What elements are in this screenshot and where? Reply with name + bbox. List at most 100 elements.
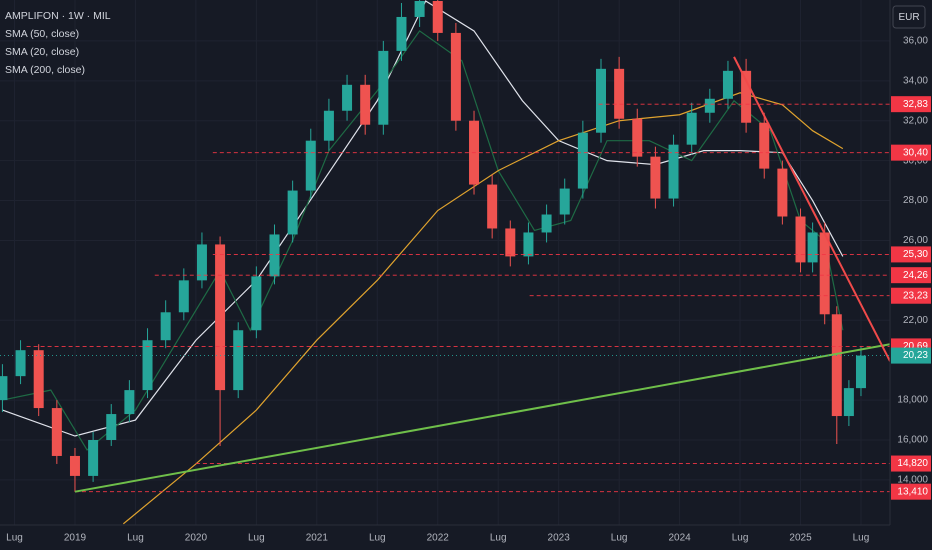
candle-body — [450, 32, 461, 121]
candle-body — [323, 110, 334, 141]
candle-body — [668, 144, 679, 199]
y-tick-label: 36,00 — [903, 36, 928, 47]
level-label: 23,23 — [903, 290, 928, 301]
sma-line — [122, 92, 844, 525]
level-badge — [891, 455, 931, 472]
candle-body — [843, 388, 854, 417]
level-label: 25,30 — [903, 249, 928, 260]
chart-title: AMPLIFON · 1W · MIL — [5, 10, 111, 22]
candle-body — [777, 168, 788, 217]
candle-body — [124, 390, 135, 415]
last-price-label: 20,23 — [903, 350, 928, 361]
candle-body — [69, 455, 80, 476]
candle-body — [305, 140, 316, 191]
x-tick-label: 2019 — [64, 533, 87, 544]
candle-body — [759, 122, 770, 169]
candle-body — [88, 439, 99, 476]
level-label: 24,26 — [903, 270, 928, 281]
level-badge — [891, 287, 931, 304]
plot-area — [0, 0, 890, 525]
candle-body — [106, 414, 117, 440]
currency[interactable]: EUR — [898, 12, 919, 23]
candle-body — [196, 244, 207, 281]
candle-body — [819, 232, 830, 315]
candle-body — [360, 84, 371, 125]
y-tick-label: 18,000 — [897, 395, 928, 406]
candle-body — [577, 132, 588, 189]
y-tick-label: 22,00 — [903, 315, 928, 326]
level-badge — [891, 96, 931, 113]
sma-line — [2, 0, 844, 437]
candle-body — [487, 184, 498, 229]
level-label: 20,69 — [903, 341, 928, 352]
candle-body — [523, 232, 534, 257]
legend-entry: SMA (20, close) — [5, 46, 79, 58]
candle-body — [505, 228, 516, 257]
x-tick-label: Lug — [6, 533, 23, 544]
level-badge — [891, 246, 931, 263]
candle-body — [160, 312, 171, 341]
candle-body — [287, 190, 298, 235]
candle-body — [855, 355, 866, 389]
candle-body — [595, 68, 606, 133]
candle-body — [142, 340, 153, 391]
candle-body — [0, 376, 8, 401]
candle-body — [795, 216, 806, 263]
candle-body — [559, 188, 570, 215]
currency-button[interactable] — [892, 5, 926, 29]
x-tick-label: 2024 — [668, 533, 691, 544]
candle-body — [269, 234, 280, 277]
level-badge — [891, 144, 931, 161]
candle-body — [704, 98, 715, 113]
candle-body — [686, 112, 697, 145]
candle-body — [15, 350, 26, 377]
level-badge — [891, 267, 931, 284]
x-tick-label: Lug — [732, 533, 749, 544]
x-tick-label: 2022 — [427, 533, 450, 544]
x-tick-label: Lug — [248, 533, 265, 544]
candle-body — [215, 244, 226, 391]
candle-body — [722, 70, 733, 99]
y-tick-label: 16,000 — [897, 435, 928, 446]
candle-body — [396, 16, 407, 51]
x-tick-label: 2021 — [306, 533, 329, 544]
level-badge — [891, 483, 931, 500]
level-label: 32,83 — [903, 99, 928, 110]
x-tick-label: Lug — [369, 533, 386, 544]
candle-body — [741, 70, 752, 123]
candle-body — [33, 350, 44, 409]
x-tick-label: 2023 — [548, 533, 571, 544]
x-tick-label: Lug — [490, 533, 507, 544]
candle-body — [541, 214, 552, 233]
candle-body — [650, 156, 661, 199]
candle-body — [632, 118, 643, 157]
y-tick-label: 30,00 — [903, 155, 928, 166]
candle-body — [807, 232, 818, 263]
x-tick-label: Lug — [853, 533, 870, 544]
candle-body — [614, 68, 625, 119]
level-label: 30,40 — [903, 147, 928, 158]
candle-body — [831, 314, 842, 417]
candle-body — [342, 84, 353, 111]
legend-entry: SMA (200, close) — [5, 64, 85, 76]
candle-body — [432, 0, 443, 33]
legend-entry: SMA (50, close) — [5, 28, 79, 40]
candle-body — [178, 280, 189, 313]
x-tick-label: 2025 — [789, 533, 812, 544]
trend-line — [74, 343, 890, 493]
level-label: 14,820 — [897, 458, 928, 469]
candle-body — [251, 276, 262, 331]
x-tick-label: 2020 — [185, 533, 208, 544]
candle-body — [414, 0, 425, 17]
y-tick-label: 28,00 — [903, 195, 928, 206]
x-tick-label: Lug — [611, 533, 628, 544]
trend-line — [733, 56, 890, 362]
x-tick-label: Lug — [127, 533, 144, 544]
y-tick-label: 32,00 — [903, 115, 928, 126]
y-tick-label: 34,00 — [903, 75, 928, 86]
level-label: 13,410 — [897, 486, 928, 497]
y-tick-label: 26,00 — [903, 235, 928, 246]
last-price-badge — [891, 347, 931, 364]
candle-body — [51, 408, 62, 456]
